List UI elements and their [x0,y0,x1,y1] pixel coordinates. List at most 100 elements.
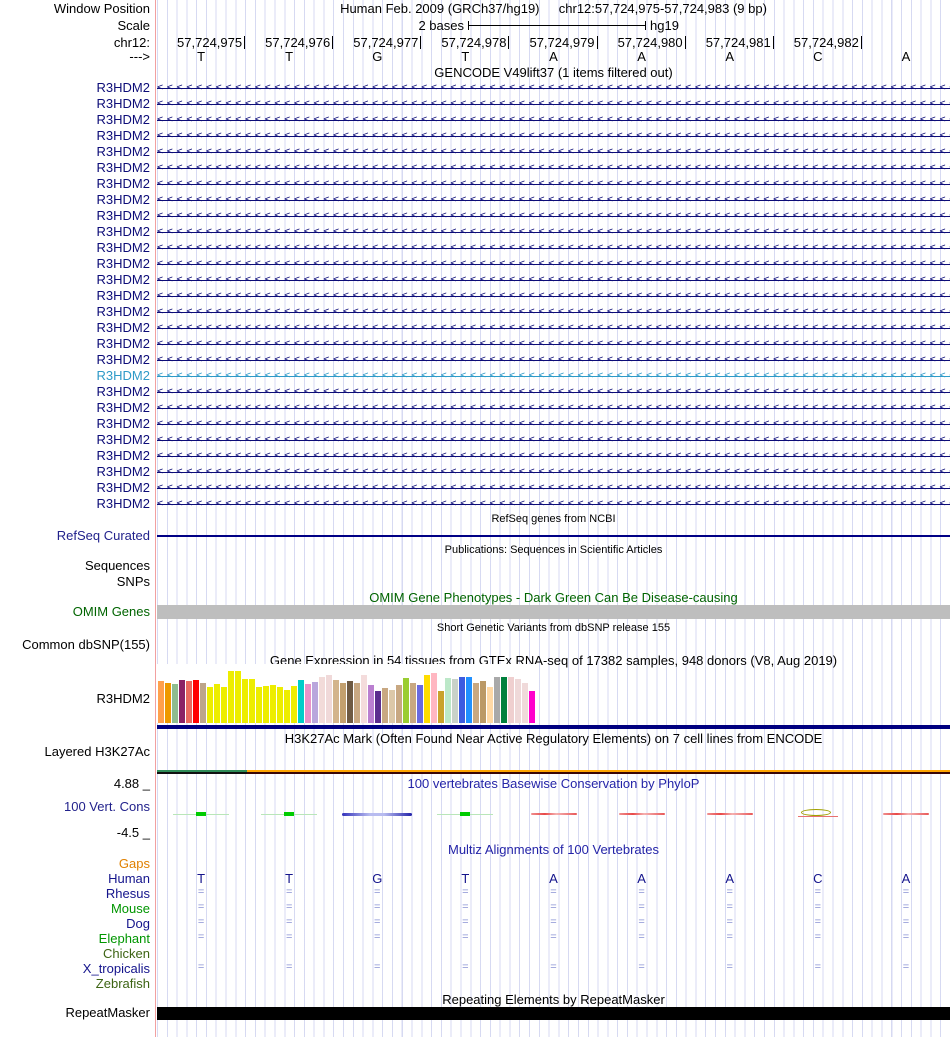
multiz-match-glyph[interactable]: = [197,961,205,973]
gene-item-label[interactable]: R3HDM2 [96,384,150,399]
multiz-human-base[interactable]: T [285,871,294,886]
multiz-human-base[interactable]: A [901,871,911,886]
gtex-tissue-bar[interactable] [375,691,381,723]
multiz-match-glyph[interactable]: = [374,931,381,943]
gtex-tissue-bar[interactable] [340,683,346,723]
gtex-tissue-bar[interactable] [389,690,395,723]
gene-item-label[interactable]: R3HDM2 [96,80,150,95]
gtex-tissue-bar[interactable] [333,680,339,723]
gene-item-transcript[interactable]: <<<<<<<<<<<<<<<<<<<<<<<<<<<<<<<<<<<<<<<<… [157,192,950,208]
multiz-human-base[interactable]: T [461,871,470,886]
gtex-tissue-bar[interactable] [298,680,304,723]
gene-item-label[interactable]: R3HDM2 [96,448,150,463]
gene-item-transcript[interactable]: <<<<<<<<<<<<<<<<<<<<<<<<<<<<<<<<<<<<<<<<… [157,96,950,112]
phylop-mark-green[interactable] [165,806,237,822]
dbsnp-track-title[interactable]: Short Genetic Variants from dbSNP releas… [436,622,671,634]
gtex-tissue-bar[interactable] [347,681,353,723]
multiz-match-glyph[interactable]: = [638,901,645,913]
gene-item-label[interactable]: R3HDM2 [96,224,150,239]
multiz-track-title[interactable]: Multiz Alignments of 100 Vertebrates [447,842,659,857]
gtex-tissue-bar[interactable] [214,684,220,723]
multiz-species-label[interactable]: Human [108,871,150,886]
gene-item-label[interactable]: R3HDM2 [96,272,150,287]
gtex-tissue-bar[interactable] [396,685,402,723]
gtex-tissue-bar[interactable] [494,677,500,723]
multiz-match-glyph[interactable]: = [285,916,293,928]
gene-item-transcript[interactable]: <<<<<<<<<<<<<<<<<<<<<<<<<<<<<<<<<<<<<<<<… [157,256,950,272]
gene-item-label[interactable]: R3HDM2 [96,208,150,223]
phylop-mark-green[interactable] [429,806,501,822]
phylop-mark-green[interactable] [253,806,325,822]
gtex-tissue-bar[interactable] [354,683,360,723]
multiz-match-glyph[interactable]: = [902,916,910,928]
h3k27ac-signal-segment[interactable] [247,770,950,772]
multiz-match-glyph[interactable]: = [462,916,469,928]
multiz-match-glyph[interactable]: = [902,901,910,913]
multiz-match-glyph[interactable]: = [814,931,822,943]
gtex-tissue-bar[interactable] [466,677,472,723]
gtex-gene-model-bar[interactable] [157,725,950,729]
gene-item-label[interactable]: R3HDM2 [96,320,150,335]
gene-item-label[interactable]: R3HDM2 [96,288,150,303]
multiz-species-label[interactable]: Mouse [110,901,150,916]
gene-item-label[interactable]: R3HDM2 [96,240,150,255]
gtex-tissue-bar[interactable] [361,675,367,723]
gene-item-label[interactable]: R3HDM2 [96,416,150,431]
multiz-species-label[interactable]: Rhesus [105,886,150,901]
multiz-match-glyph[interactable]: = [374,916,381,928]
gene-item-transcript[interactable]: <<<<<<<<<<<<<<<<<<<<<<<<<<<<<<<<<<<<<<<<… [157,128,950,144]
gtex-tissue-bar[interactable] [200,683,206,723]
gtex-tissue-bar[interactable] [221,687,227,723]
gene-item-transcript[interactable]: <<<<<<<<<<<<<<<<<<<<<<<<<<<<<<<<<<<<<<<<… [157,272,950,288]
gene-item-transcript[interactable]: <<<<<<<<<<<<<<<<<<<<<<<<<<<<<<<<<<<<<<<<… [157,208,950,224]
omim-track-title[interactable]: OMIM Gene Phenotypes - Dark Green Can Be… [369,590,738,605]
layered-h3k27ac-label[interactable]: Layered H3K27Ac [44,744,150,759]
gtex-tissue-bar[interactable] [242,679,248,723]
gtex-tissue-bar[interactable] [165,683,171,723]
h3k27ac-signal-segment[interactable] [157,772,247,774]
multiz-match-glyph[interactable]: = [902,886,910,898]
multiz-match-glyph[interactable]: = [550,901,557,913]
multiz-match-glyph[interactable]: = [814,916,822,928]
gene-item-label[interactable]: R3HDM2 [96,192,150,207]
gene-item-transcript[interactable]: <<<<<<<<<<<<<<<<<<<<<<<<<<<<<<<<<<<<<<<<… [157,160,950,176]
gtex-tissue-bar[interactable] [312,682,318,723]
refseq-gene-line[interactable] [157,535,950,537]
gtex-tissue-bar[interactable] [319,677,325,723]
multiz-human-base[interactable]: A [637,871,646,886]
refseq-curated-label[interactable]: RefSeq Curated [56,528,150,543]
gtex-tissue-bar[interactable] [263,686,269,723]
multiz-match-glyph[interactable]: = [285,961,293,973]
gtex-tissue-bar[interactable] [368,685,374,723]
gtex-tissue-bar[interactable] [235,671,241,723]
multiz-match-glyph[interactable]: = [726,901,733,913]
gtex-tissue-bar[interactable] [305,684,311,723]
multiz-match-glyph[interactable]: = [814,961,822,973]
gtex-tissue-bar[interactable] [172,684,178,723]
multiz-match-glyph[interactable]: = [197,931,205,943]
gtex-tissue-bar[interactable] [228,671,234,723]
gtex-tissue-bar[interactable] [326,675,332,723]
ruler-coordinates[interactable]: 57,724,975 57,724,976 57,724,977 57,724,978… [0,35,950,50]
multiz-match-glyph[interactable]: = [285,901,293,913]
gene-item-label[interactable]: R3HDM2 [96,128,150,143]
gene-item-label[interactable]: R3HDM2 [96,256,150,271]
gene-item-transcript[interactable]: <<<<<<<<<<<<<<<<<<<<<<<<<<<<<<<<<<<<<<<<… [157,144,950,160]
multiz-human-base[interactable]: C [813,871,823,886]
gtex-tissue-bar[interactable] [382,688,388,723]
multiz-match-glyph[interactable]: = [285,931,293,943]
h3k27ac-signal-segment[interactable] [247,772,950,774]
gtex-tissue-bar[interactable] [508,677,514,723]
gene-item-label[interactable]: R3HDM2 [96,368,150,383]
gtex-tissue-bar[interactable] [522,683,528,723]
gtex-tissue-bar[interactable] [256,687,262,723]
gtex-tissue-bar[interactable] [179,680,185,723]
multiz-match-glyph[interactable]: = [197,916,205,928]
multiz-species-label[interactable]: Dog [126,916,150,931]
gtex-gene-label[interactable]: R3HDM2 [96,691,150,706]
gtex-tissue-bar[interactable] [186,681,192,723]
gene-item-label[interactable]: R3HDM2 [96,496,150,511]
phylop-mark-red[interactable] [606,806,678,822]
multiz-human-base[interactable]: T [197,871,206,886]
